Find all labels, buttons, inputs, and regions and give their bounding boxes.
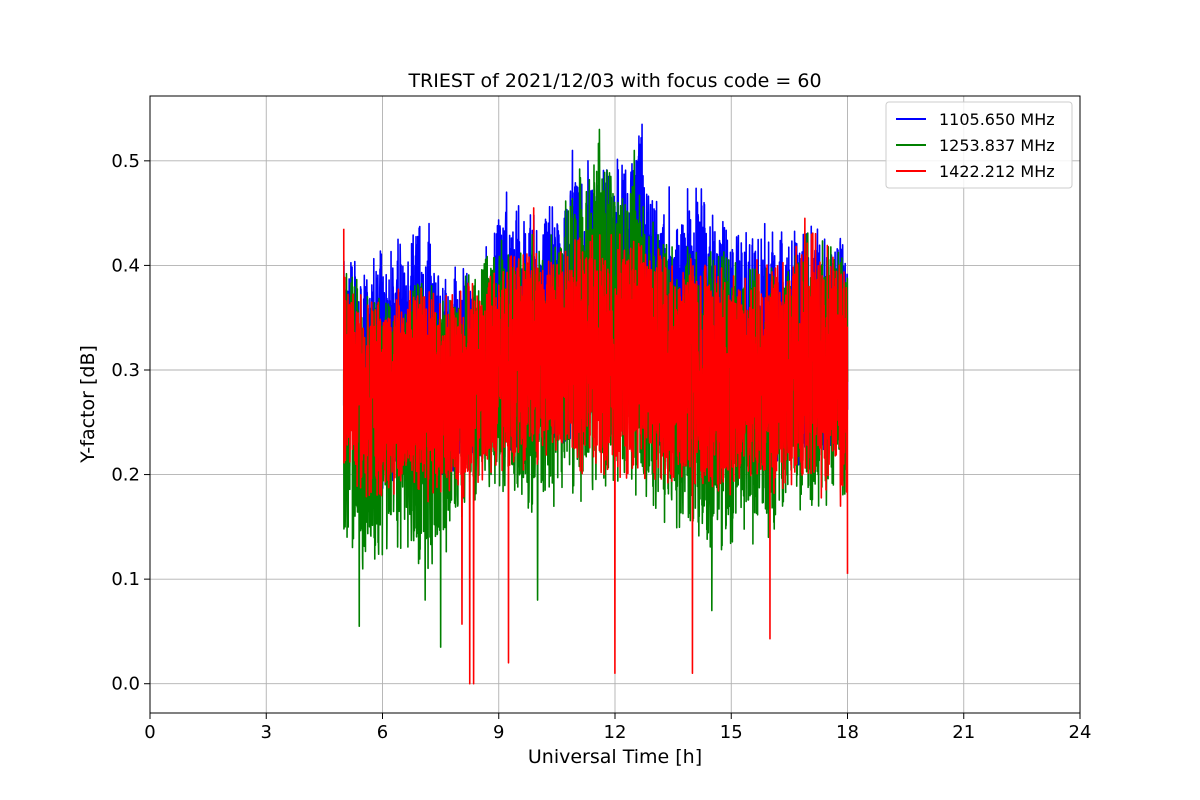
legend-label: 1422.212 MHz <box>939 162 1055 181</box>
legend-label: 1105.650 MHz <box>939 110 1055 129</box>
y-axis-title: Y-factor [dB] <box>77 345 99 464</box>
x-tick-label: 18 <box>836 722 859 743</box>
plot-area: 0 3 6 9 12 15 18 21 24 0.0 0.1 0.2 0.3 0.4 0.5 <box>111 95 1091 743</box>
legend-label: 1253.837 MHz <box>939 136 1055 155</box>
y-tick-label: 0.1 <box>111 569 140 590</box>
x-tick-label: 3 <box>261 722 272 743</box>
legend-box <box>885 101 1073 189</box>
x-axis-title: Universal Time [h] <box>528 746 702 768</box>
y-tick-label: 0.0 <box>111 674 140 695</box>
chart-title: TRIEST of 2021/12/03 with focus code = 6… <box>407 70 821 92</box>
y-tick-label: 0.2 <box>111 465 140 486</box>
x-tick-label: 21 <box>952 722 975 743</box>
series-line-3 <box>342 207 849 685</box>
legend: 1105.650 MHz 1253.837 MHz 1422.212 MHz <box>885 101 1073 189</box>
x-tick-label: 15 <box>720 722 743 743</box>
x-tick-label: 24 <box>1069 722 1092 743</box>
series-group <box>342 123 849 685</box>
y-tick-label: 0.4 <box>111 255 140 276</box>
x-tick-label: 0 <box>144 722 155 743</box>
ticks: 0 3 6 9 12 15 18 21 24 0.0 0.1 0.2 0.3 0.4 0.5 <box>111 151 1091 743</box>
x-tick-label: 6 <box>377 722 388 743</box>
x-tick-label: 9 <box>493 722 504 743</box>
y-tick-label: 0.3 <box>111 360 140 381</box>
y-tick-label: 0.5 <box>111 151 140 172</box>
x-tick-label: 12 <box>604 722 627 743</box>
